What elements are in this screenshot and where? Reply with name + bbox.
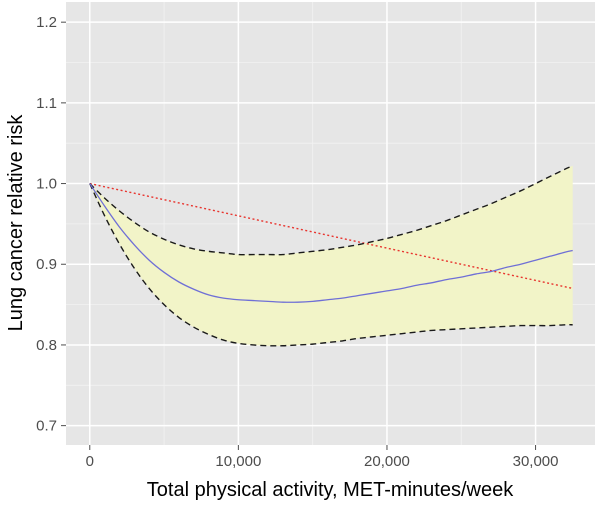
y-tick-label: 1.0 <box>36 176 57 193</box>
estimate-line <box>89 183 573 303</box>
upper-ci-line <box>89 165 573 256</box>
y-tick-label: 1.2 <box>36 14 57 31</box>
confidence-band <box>89 165 573 346</box>
lower-ci-line <box>89 183 573 347</box>
y-tick-label: 0.7 <box>36 418 57 435</box>
x-tick-label: 0 <box>86 453 94 470</box>
y-tick-label: 1.1 <box>36 95 57 112</box>
x-axis-title: Total physical activity, MET-minutes/wee… <box>147 479 514 501</box>
y-tick-label: 0.9 <box>36 256 57 273</box>
y-axis-ticks: 0.7 0.8 0.9 1.0 1.1 1.2 <box>36 14 66 435</box>
y-tick-label: 0.8 <box>36 337 57 354</box>
x-tick-label: 10,000 <box>215 453 261 470</box>
x-axis-ticks: 0 10,000 20,000 30,000 <box>86 445 559 470</box>
x-tick-label: 20,000 <box>364 453 410 470</box>
y-axis-title: Lung cancer relative risk <box>5 114 27 332</box>
x-tick-label: 30,000 <box>513 453 559 470</box>
